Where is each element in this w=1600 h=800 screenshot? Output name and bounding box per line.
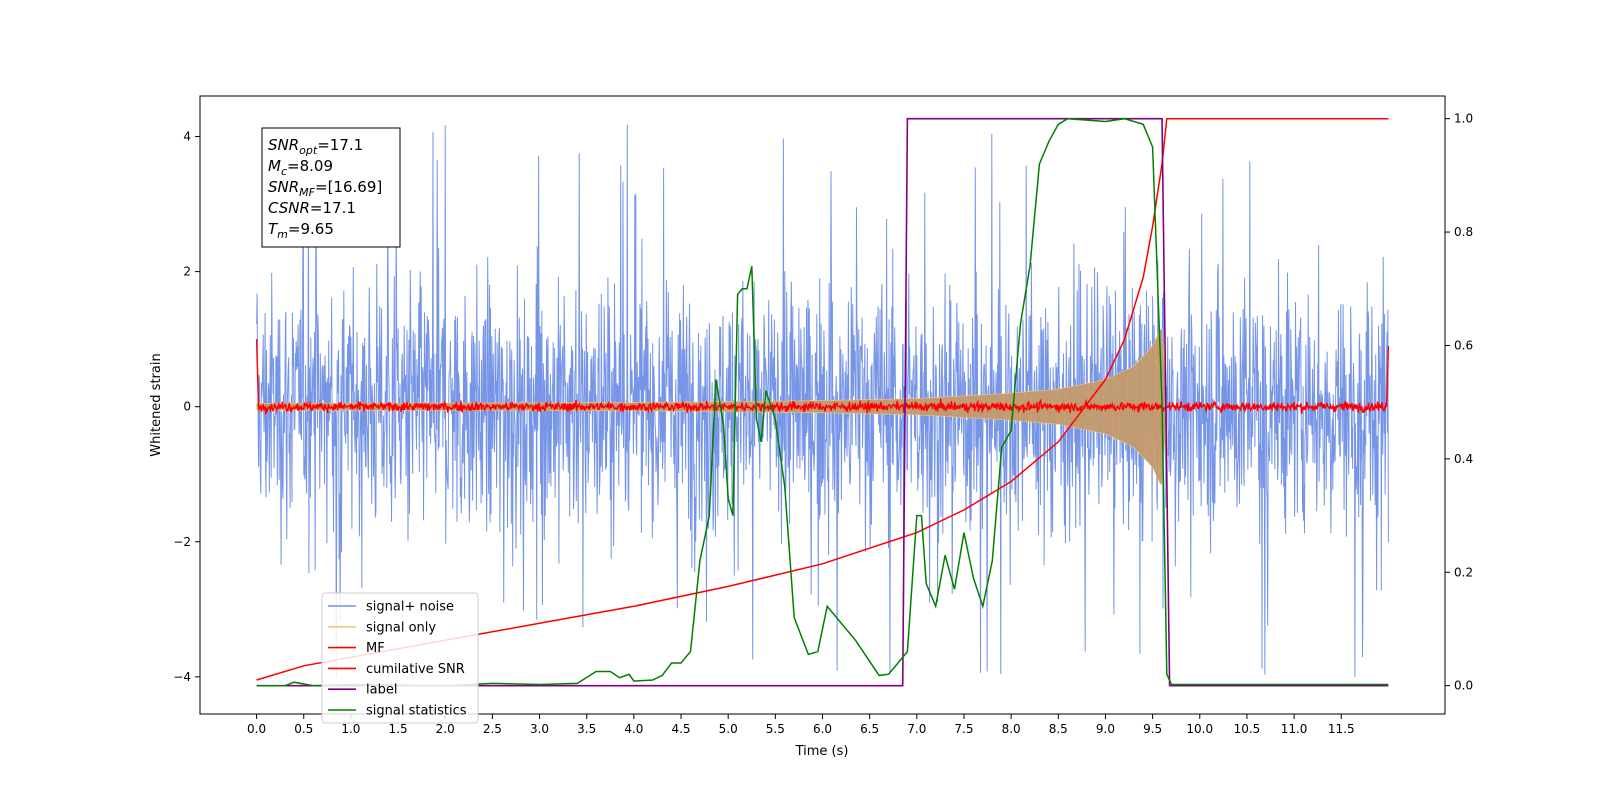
annotation-lines: SNRopt=17.1Mc=8.09SNRMF=[16.69]CSNR=17.1… [268,136,382,241]
legend-label: MF [366,641,385,656]
x-tick-label: 9.5 [1143,722,1162,736]
legend-frame [321,592,479,724]
series-signal-noise [256,124,1389,677]
y-axis-ticks: −4 −2 0 2 4 [173,130,200,684]
annotation-subscript: MF [299,186,315,199]
annotation-value: =17.1 [310,199,356,217]
annotation-value: =[16.69] [315,178,382,196]
y2-tick-label: 0.2 [1454,565,1473,579]
y2-tick-label: 0.8 [1454,225,1473,239]
annotation-line: SNRopt=17.1 [268,136,363,157]
x-tick-label: 8.0 [1002,722,1021,736]
x-tick-label: 11.5 [1328,722,1355,736]
y2-tick-label: 0.0 [1454,679,1473,693]
x-tick-label: 6.5 [860,722,879,736]
x-tick-label: 1.0 [341,722,360,736]
annotation-frame [261,127,401,248]
annotation-value: =9.65 [288,220,334,238]
annotation-line: Mc=8.09 [268,157,333,178]
x-axis-ticks: 0.0 0.5 1.0 1.5 2.0 2.5 3.0 3.5 4.0 4.5 5.0 5.5 6.0 6… [247,714,1355,736]
x-tick-label: 2.0 [436,722,455,736]
y2-tick-label: 1.0 [1454,112,1473,126]
y2-tick-label: 0.6 [1454,338,1473,352]
y-tick-label: −2 [173,535,191,549]
annotation-line: CSNR=17.1 [268,199,356,217]
annotation-symbol: T [268,220,279,238]
x-tick-label: 0.5 [294,722,313,736]
x-tick-label: 4.5 [671,722,690,736]
annotation-box: SNRopt=17.1Mc=8.09SNRMF=[16.69]CSNR=17.1… [261,127,401,248]
x-tick-label: 5.5 [766,722,785,736]
x-tick-label: 8.5 [1049,722,1068,736]
x-tick-label: 3.0 [530,722,549,736]
legend-label: signal+ noise [366,600,454,615]
annotation-symbol: SNR [268,178,299,196]
x-tick-label: 10.5 [1234,722,1261,736]
legend-label: signal statistics [366,704,467,719]
y2-tick-label: 0.4 [1454,452,1473,466]
y-tick-label: 2 [183,265,191,279]
y2-axis-ticks: 0.0 0.2 0.4 0.6 0.8 1.0 [1445,112,1473,693]
annotation-symbol: SNR [268,136,299,154]
x-tick-label: 11.0 [1281,722,1308,736]
x-tick-label: 7.0 [907,722,926,736]
x-axis-label: Time (s) [795,744,849,759]
annotation-line: SNRMF=[16.69] [268,178,382,199]
annotation-symbol: M [268,157,281,175]
x-tick-label: 0.0 [247,722,266,736]
series-signal-statistics [256,117,1389,687]
x-tick-label: 10.0 [1186,722,1213,736]
x-tick-label: 9.0 [1096,722,1115,736]
x-tick-label: 5.0 [719,722,738,736]
annotation-symbol: CSNR [268,199,310,217]
legend-label: cumilative SNR [366,662,465,677]
legend: signal+ noise signal only MF cumilative SNR… [321,592,479,724]
annotation-subscript: c [281,165,287,178]
annotation-value: =17.1 [317,136,363,154]
x-tick-label: 2.5 [483,722,502,736]
x-tick-label: 3.5 [577,722,596,736]
annotation-value: =8.09 [287,157,333,175]
x-tick-label: 4.0 [624,722,643,736]
annotation-line: Tm=9.65 [268,220,334,241]
x-tick-label: 7.5 [954,722,973,736]
y-axis-label: Whitened strain [149,353,164,456]
series-label [256,117,1389,687]
legend-label: signal only [366,620,436,635]
annotation-subscript: opt [299,144,318,157]
x-tick-label: 1.5 [389,722,408,736]
y-tick-label: −4 [173,670,191,684]
legend-entries: signal+ noise signal only MF cumilative SNR… [328,600,467,719]
y-tick-label: 4 [183,130,191,144]
y-tick-label: 0 [183,400,191,414]
series-mf [255,339,1390,415]
x-tick-label: 6.0 [813,722,832,736]
legend-label: label [366,683,397,698]
annotation-subscript: m [277,228,288,241]
